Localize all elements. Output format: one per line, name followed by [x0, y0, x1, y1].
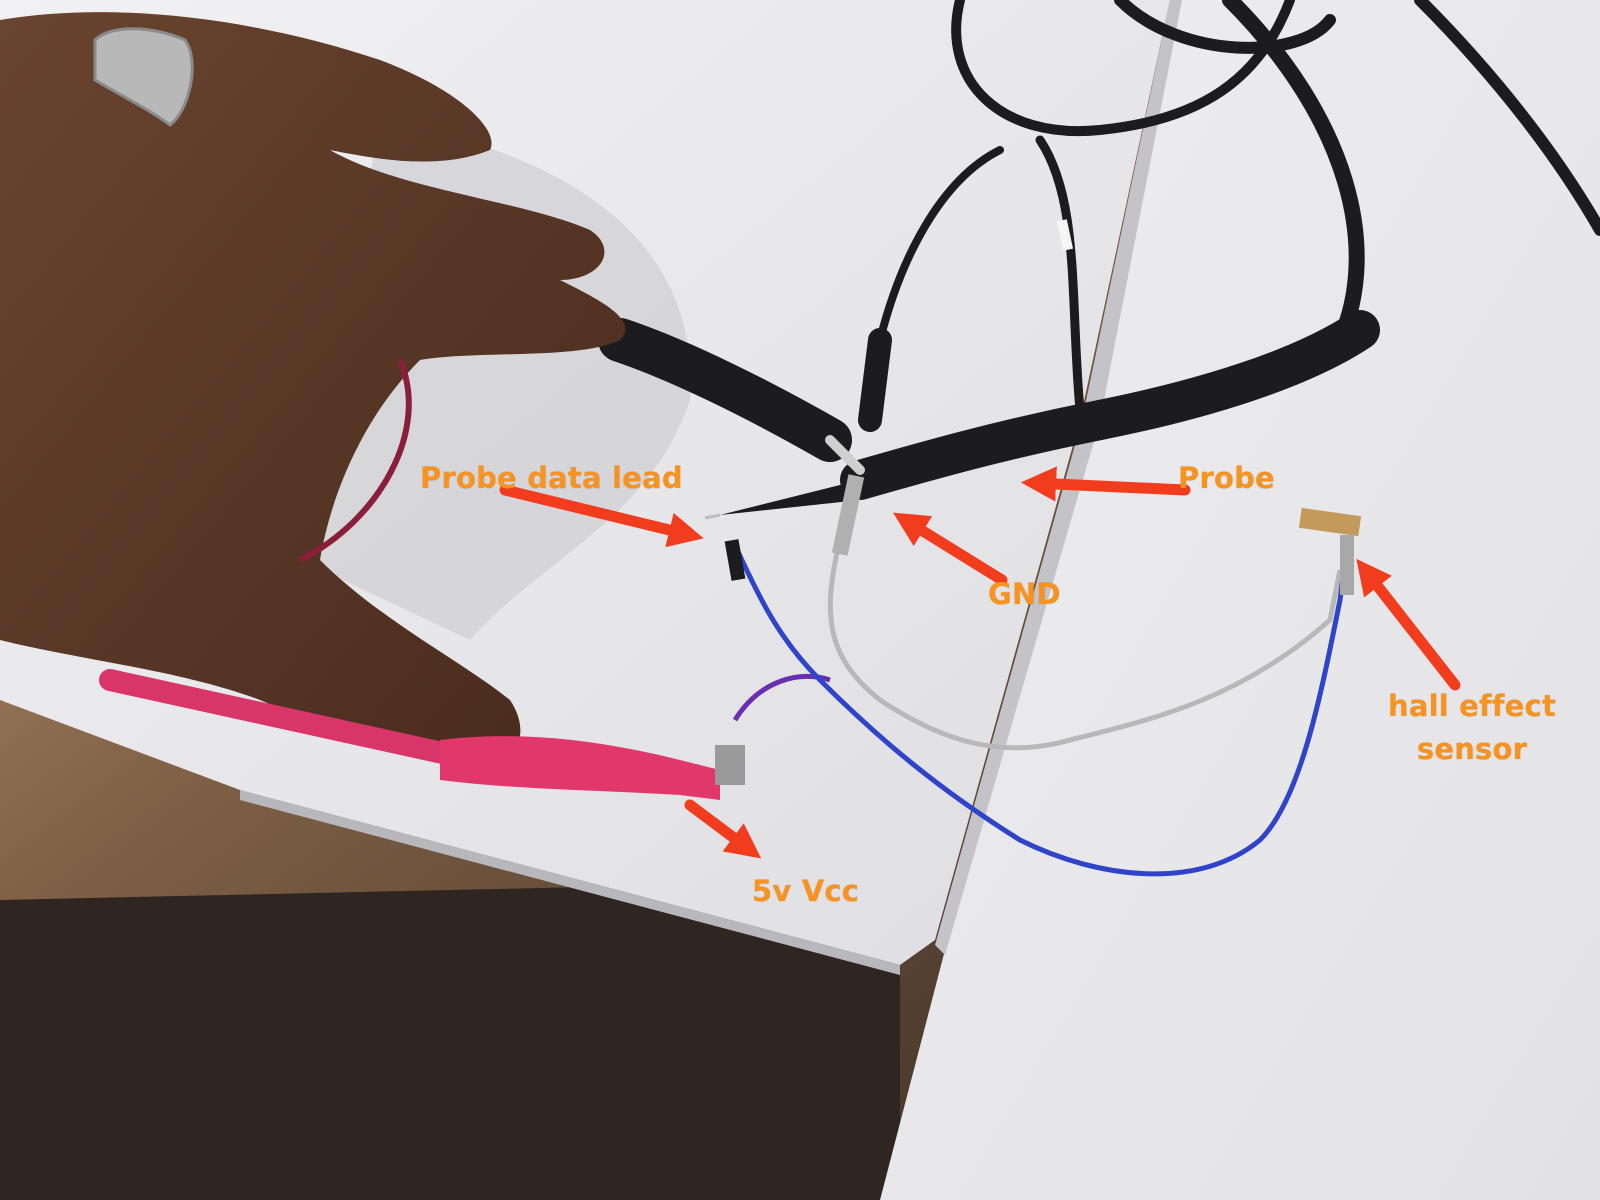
table-seam [935, 0, 1182, 955]
pink-vcc-lead [99, 669, 745, 800]
right-table [880, 0, 1600, 1200]
label-probe: Probe [1178, 461, 1275, 495]
label-hall-effect-sensor-line2: sensor [1416, 732, 1528, 766]
red-cable-loop [298, 358, 412, 563]
label-gnd: GND [988, 577, 1061, 611]
arrow-hall-effect [1356, 558, 1461, 691]
hand [0, 12, 626, 760]
hall-effect-sensor-board [1298, 507, 1362, 595]
black-cables [876, 0, 1600, 415]
ground-clip-probe [598, 318, 892, 556]
cable-marker-band [1056, 219, 1074, 251]
left-table-edge [240, 790, 900, 975]
label-vcc: 5v Vcc [752, 874, 860, 908]
label-probe-data-lead: Probe data lead [420, 461, 683, 495]
grey-ground-wire [827, 539, 1343, 751]
blue-signal-wire [732, 543, 1348, 877]
arrow-gnd [893, 512, 1008, 586]
arrow-probe-data-lead [499, 484, 704, 548]
oscilloscope-probe [704, 310, 1380, 520]
dark-lap-area [0, 880, 900, 1200]
annotation-arrows [499, 466, 1461, 859]
arrow-probe [1020, 466, 1191, 502]
label-hall-effect-sensor-line1: hall effect [1387, 689, 1557, 723]
data-jumper-pin [724, 539, 746, 581]
arrow-vcc [684, 799, 762, 859]
